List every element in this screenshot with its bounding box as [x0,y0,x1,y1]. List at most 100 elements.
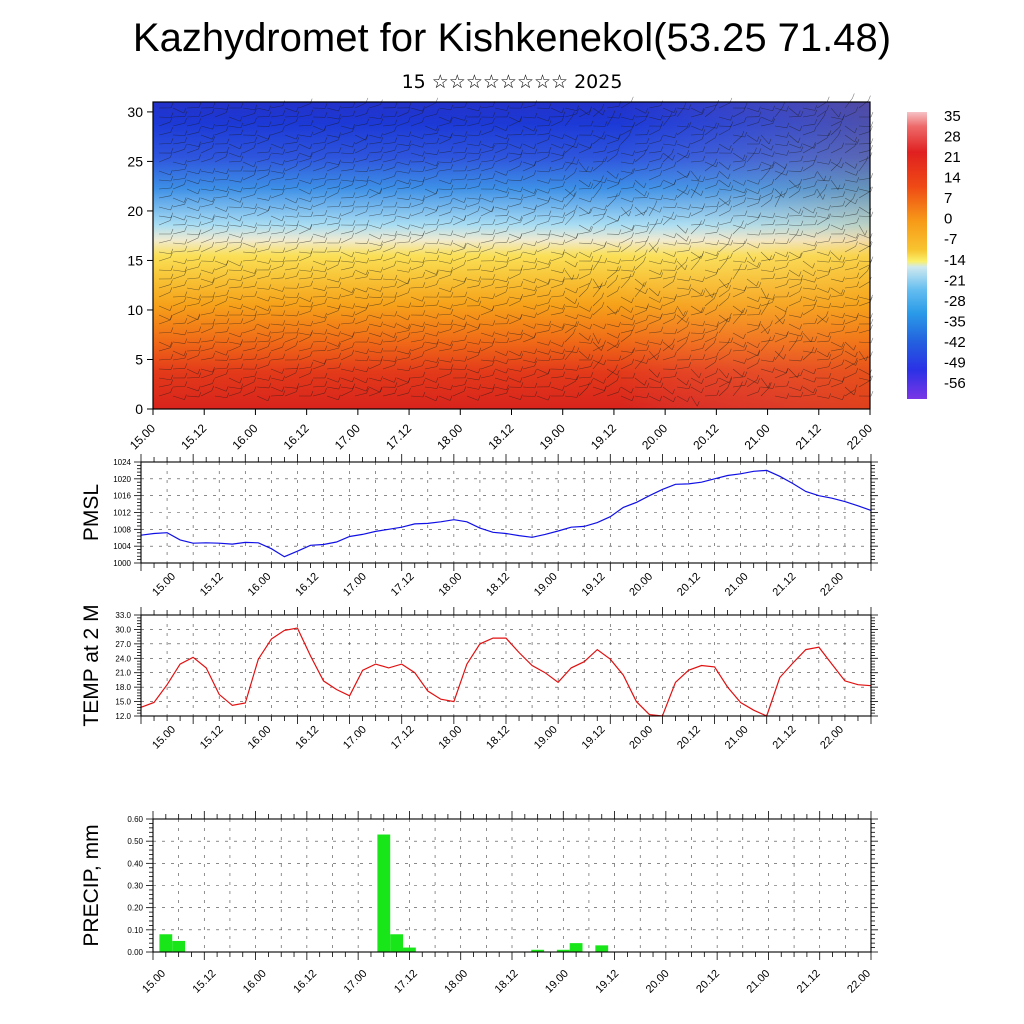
wind-barb-flag [855,241,858,247]
wind-barb [690,107,702,114]
wind-barb-flag [562,348,565,354]
wind-barb-flag [617,342,620,348]
wind-barb [690,187,697,199]
wind-barb-flag [839,121,842,127]
wind-barb-flag [463,197,467,203]
wind-barb-flag [632,266,636,272]
wind-barb [704,137,716,145]
wind-barb-flag [296,383,300,389]
wind-barb [354,242,367,244]
wind-barb [494,350,507,356]
wind-barb [606,269,619,272]
wind-barb [340,293,353,298]
wind-barb-flag [212,307,216,313]
wind-barb [284,150,297,154]
wind-barb-flag [478,226,482,232]
wind-barb [452,278,465,283]
wind-barb [816,287,829,293]
wind-barb-flag [772,253,776,260]
wind-barb [802,107,815,111]
wind-barb-flag [856,138,860,145]
temp-panel: 12.015.018.021.024.027.030.033.015.00 15.… [80,604,878,752]
wind-barb [256,395,269,402]
wind-barb-flag [268,244,271,250]
wind-barb [172,134,186,136]
wind-barb [634,319,647,325]
wind-barb-flag [562,212,566,218]
wind-barb [298,228,311,235]
wind-barb-flag [478,198,481,204]
wind-barb-flag [841,342,845,348]
wind-barb [662,143,675,146]
x-tick-label: 16.00 [229,421,260,452]
wind-barb-flag [296,145,299,151]
wind-barb-flag [240,177,244,183]
wind-barb-flag [644,249,648,255]
wind-barb [186,206,199,212]
wind-barb-flag [744,116,747,123]
wind-barb-flag [672,155,675,161]
wind-barb-flag [842,376,845,382]
wind-barb [270,115,283,118]
wind-barb [172,161,185,166]
wind-barb [340,251,353,258]
wind-barb [270,386,283,392]
wind-barb-flag [506,225,509,232]
wind-barb [438,134,451,138]
wind-barb-flag [590,313,593,319]
wind-barb-flag [854,136,858,143]
wind-barb-flag [225,295,229,302]
wind-barb [270,323,283,326]
wind-barb [228,341,241,345]
wind-barb [522,211,535,217]
wind-barb-flag [407,323,411,330]
wind-barb-flag [726,255,729,261]
wind-barb [844,314,857,319]
wind-barb-flag [870,318,874,325]
wind-barb [508,248,521,253]
wind-barb-flag [324,372,328,379]
wind-barb [606,369,616,379]
wind-barb-flag [254,310,258,316]
wind-barb [662,215,675,220]
wind-barb [200,340,213,343]
wind-barb [494,148,507,154]
wind-barb-flag [310,151,313,158]
wind-barb-flag [394,322,397,328]
wind-barb [718,322,727,334]
wind-barb [648,395,660,402]
wind-barb [578,288,588,298]
wind-barb [774,215,787,219]
wind-barb-flag [686,380,689,386]
wind-barb [312,195,325,199]
wind-barb [732,160,745,163]
wind-barb [522,188,535,194]
wind-barb [340,106,353,109]
wind-barb-flag [548,116,551,122]
wind-barb [550,221,563,226]
wind-barb-flag [744,371,748,377]
wind-barb-flag [534,369,537,375]
wind-barb [536,266,549,271]
wind-barb-flag [716,123,720,129]
wind-barb-flag [253,314,257,320]
wind-barb-flag [702,307,705,313]
wind-barb-flag [590,183,594,189]
wind-barb [298,179,311,184]
wind-barb-flag [478,194,482,200]
wind-barb [802,350,815,354]
wind-barb-flag [800,391,804,398]
wind-barb [774,277,787,280]
wind-barb [578,212,591,217]
wind-barb [186,249,199,253]
wind-barb-flag [212,268,215,274]
wind-barb [732,268,740,280]
wind-barb [522,278,535,284]
wind-barb-flag [450,309,454,315]
wind-barb-flag [310,235,314,242]
wind-barb-flag [716,390,720,396]
wind-barb-flag [590,226,594,232]
wind-barb [172,309,185,316]
wind-barb [242,242,255,248]
wind-barb [774,152,787,156]
